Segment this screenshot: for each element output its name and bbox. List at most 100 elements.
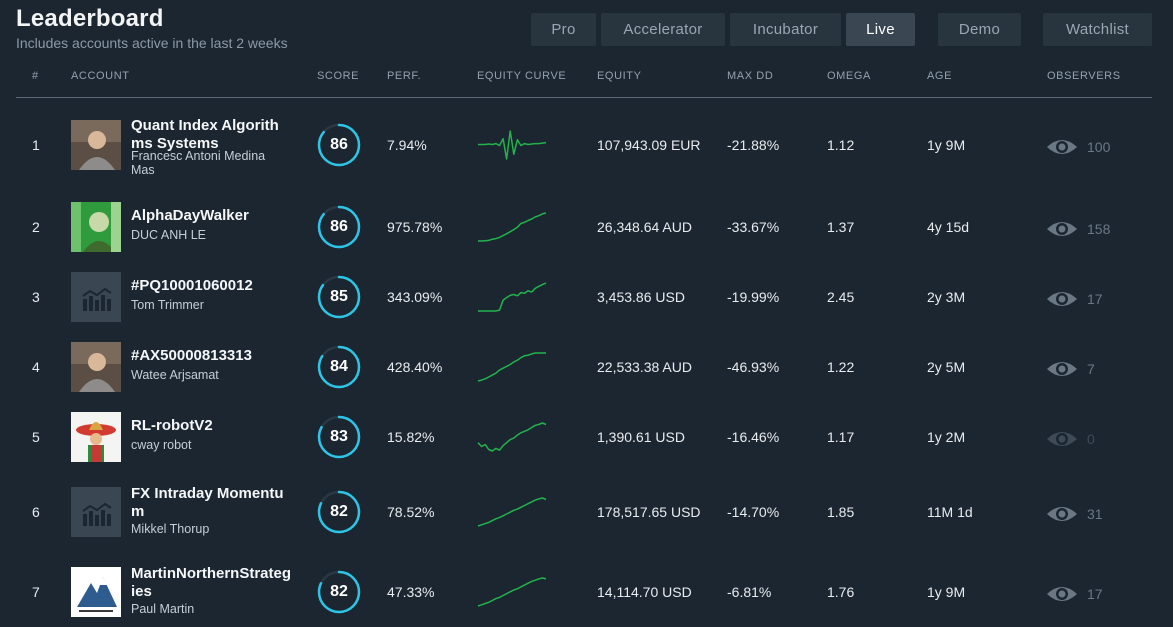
observe-eye-icon[interactable]	[1046, 359, 1078, 379]
account-avatar[interactable]	[71, 412, 121, 462]
observer-count: 7	[1087, 361, 1095, 377]
account-owner: cway robot	[131, 438, 192, 452]
page-title: Leaderboard	[16, 5, 164, 32]
avatar-image	[71, 272, 121, 322]
equity-curve-sparkline	[476, 281, 548, 313]
age-value: 1y 9M	[927, 584, 966, 600]
rank-number: 2	[32, 219, 40, 235]
age-value: 2y 5M	[927, 359, 966, 375]
max-drawdown-value: -33.67%	[727, 219, 780, 235]
observe-eye-icon[interactable]	[1046, 137, 1078, 157]
tab-live[interactable]: Live	[846, 13, 915, 46]
account-owner: DUC ANH LE	[131, 228, 207, 242]
table-row[interactable]: 6 FX Intraday Momentum Mikkel Thorup 82 78.5…	[0, 477, 1173, 547]
performance-value: 975.78%	[387, 219, 443, 235]
tab-demo[interactable]: Demo	[938, 13, 1021, 46]
table-row[interactable]: 3 #PQ10001060012 Tom Trimmer 85 343.09% 3,453…	[0, 262, 1173, 332]
account-name-link[interactable]: MartinNorthernStrategies	[131, 565, 292, 600]
equity-value: 14,114.70 USD	[597, 584, 692, 600]
avatar-image	[71, 202, 121, 252]
tab-incubator[interactable]: Incubator	[730, 13, 841, 46]
observe-eye-icon[interactable]	[1046, 429, 1078, 449]
column-header-rank[interactable]: #	[32, 70, 39, 82]
tab-accelerator[interactable]: Accelerator	[601, 13, 725, 46]
observe-eye-icon[interactable]	[1046, 504, 1078, 524]
avatar-image	[71, 342, 121, 392]
performance-value: 15.82%	[387, 429, 435, 445]
account-avatar[interactable]	[71, 120, 121, 170]
rank-number: 1	[32, 137, 40, 153]
omega-value: 1.76	[827, 584, 855, 600]
account-avatar[interactable]	[71, 567, 121, 617]
performance-value: 47.33%	[387, 584, 435, 600]
max-drawdown-value: -6.81%	[727, 584, 772, 600]
rank-number: 4	[32, 359, 40, 375]
rank-number: 5	[32, 429, 40, 445]
equity-curve-sparkline	[476, 351, 548, 383]
account-owner: Tom Trimmer	[131, 298, 204, 312]
account-owner: Paul Martin	[131, 602, 195, 616]
avatar-image	[71, 120, 121, 170]
equity-value: 107,943.09 EUR	[597, 137, 701, 153]
equity-curve-sparkline	[476, 129, 548, 161]
equity-value: 22,533.38 AUD	[597, 359, 692, 375]
score-ring: 86	[317, 123, 361, 167]
account-avatar[interactable]	[71, 202, 121, 252]
account-name-link[interactable]: RL-robotV2	[131, 417, 213, 434]
max-drawdown-value: -16.46%	[727, 429, 780, 445]
equity-value: 26,348.64 AUD	[597, 219, 692, 235]
score-ring: 84	[317, 345, 361, 389]
column-header-max-dd[interactable]: MAX DD	[727, 70, 774, 82]
omega-value: 1.22	[827, 359, 855, 375]
account-name-link[interactable]: #AX50000813313	[131, 347, 252, 364]
account-avatar[interactable]	[71, 342, 121, 392]
column-header-perf[interactable]: PERF.	[387, 70, 422, 82]
table-row[interactable]: 5 RL-robotV2 cway robot 83 15.82% 1,390.61 US…	[0, 402, 1173, 472]
account-name-link[interactable]: #PQ10001060012	[131, 277, 253, 294]
max-drawdown-value: -21.88%	[727, 137, 780, 153]
account-owner: Francesc Antoni Medina Mas	[131, 149, 266, 177]
observe-eye-icon[interactable]	[1046, 289, 1078, 309]
table-row[interactable]: 7 MartinNorthernStrategies Paul Martin 82 47…	[0, 557, 1173, 627]
score-value: 86	[330, 218, 348, 235]
column-header-equity[interactable]: EQUITY	[597, 70, 642, 82]
equity-curve-sparkline	[476, 421, 548, 453]
column-header-age[interactable]: AGE	[927, 70, 953, 82]
equity-curve-sparkline	[476, 576, 548, 608]
account-name-link[interactable]: AlphaDayWalker	[131, 207, 249, 224]
tab-watchlist[interactable]: Watchlist	[1043, 13, 1152, 46]
observer-count: 17	[1087, 586, 1103, 602]
table-row[interactable]: 4 #AX50000813313 Watee Arjsamat 84 428.40% 22…	[0, 332, 1173, 402]
observer-count: 100	[1087, 139, 1111, 155]
performance-value: 7.94%	[387, 137, 427, 153]
rank-number: 7	[32, 584, 40, 600]
table-row[interactable]: 1 Quant Index Algorithms Systems Francesc …	[0, 110, 1173, 180]
account-avatar[interactable]	[71, 487, 121, 537]
account-name-link[interactable]: FX Intraday Momentum	[131, 485, 284, 520]
column-header-account[interactable]: ACCOUNT	[71, 70, 130, 82]
equity-curve-sparkline	[476, 211, 548, 243]
account-name-link[interactable]: Quant Index Algorithms Systems	[131, 117, 279, 152]
avatar-image	[71, 412, 121, 462]
score-value: 85	[330, 288, 348, 305]
observe-eye-icon[interactable]	[1046, 219, 1078, 239]
column-header-omega[interactable]: OMEGA	[827, 70, 871, 82]
column-header-score[interactable]: SCORE	[317, 70, 360, 82]
table-row[interactable]: 2 AlphaDayWalker DUC ANH LE 86 975.78% 26,348…	[0, 192, 1173, 262]
account-avatar[interactable]	[71, 272, 121, 322]
column-header-observers[interactable]: OBSERVERS	[1047, 70, 1121, 82]
observe-eye-icon[interactable]	[1046, 584, 1078, 604]
omega-value: 1.85	[827, 504, 855, 520]
score-ring: 82	[317, 570, 361, 614]
equity-value: 1,390.61 USD	[597, 429, 685, 445]
column-header-equity-curve[interactable]: EQUITY CURVE	[477, 70, 567, 82]
score-ring: 83	[317, 415, 361, 459]
age-value: 2y 3M	[927, 289, 966, 305]
score-value: 83	[330, 428, 348, 445]
omega-value: 2.45	[827, 289, 855, 305]
score-ring: 86	[317, 205, 361, 249]
tab-pro[interactable]: Pro	[531, 13, 596, 46]
age-value: 1y 2M	[927, 429, 966, 445]
age-value: 11M 1d	[927, 504, 973, 520]
avatar-image	[71, 567, 121, 617]
